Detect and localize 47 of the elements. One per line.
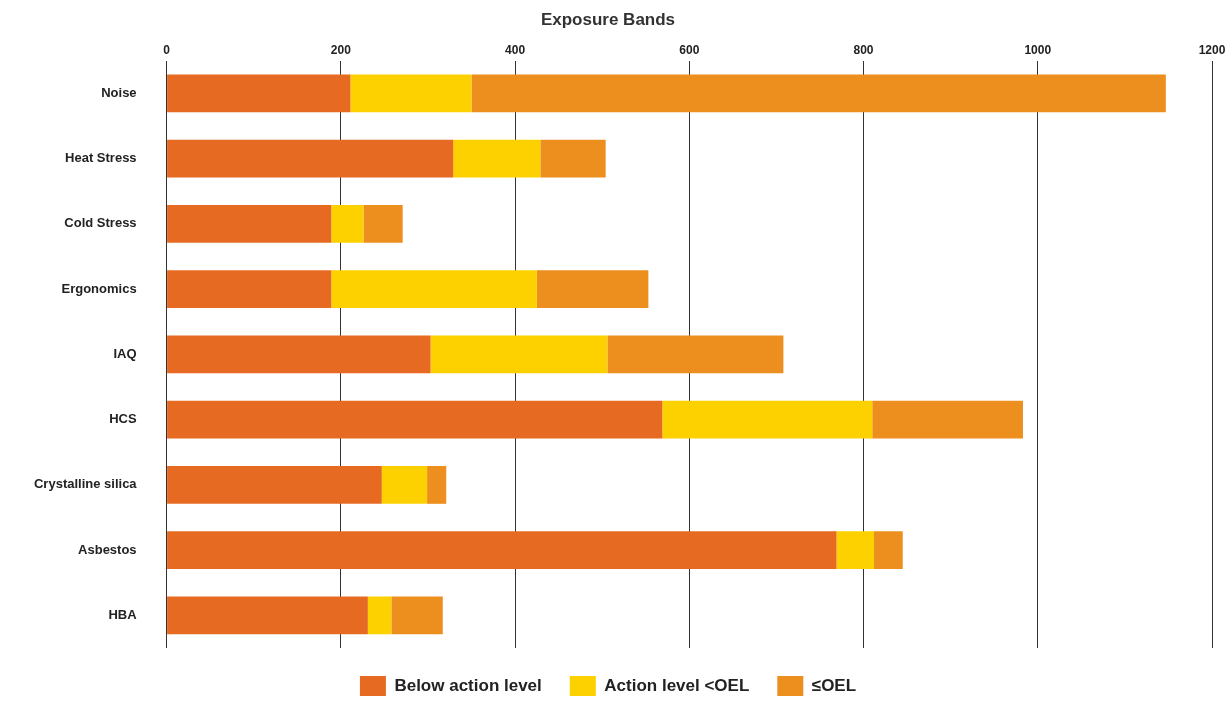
y-tick-label: Cold Stress — [64, 215, 137, 231]
legend-label: Action level <OEL — [604, 675, 750, 695]
bar — [363, 204, 403, 243]
chart-title: Exposure Bands — [540, 9, 676, 29]
y-tick-label: IAQ — [113, 345, 137, 361]
bar — [367, 596, 392, 635]
bar — [873, 531, 903, 570]
bar — [607, 335, 784, 374]
y-tick-label: Asbestos — [78, 541, 137, 557]
y-tick-label: Ergonomics — [61, 280, 137, 296]
y-tick-label: HBA — [108, 606, 138, 622]
x-tick-label: 200 — [330, 42, 352, 57]
bar — [167, 531, 837, 570]
bar — [331, 204, 364, 243]
bar — [167, 400, 663, 439]
bar — [167, 465, 382, 504]
x-tick-label: 0 — [163, 42, 171, 57]
bar — [662, 400, 873, 439]
bar — [331, 270, 537, 309]
y-tick-label: Crystalline silica — [33, 476, 138, 492]
y-tick-label: HCS — [109, 411, 137, 427]
x-tick-label: 600 — [679, 42, 700, 57]
bar — [167, 204, 332, 243]
bar — [350, 74, 472, 113]
bar — [427, 465, 447, 504]
legend-label: ≤OEL — [811, 675, 857, 695]
bar — [430, 335, 608, 374]
y-tick-label: Heat Stress — [65, 150, 137, 166]
bar — [167, 596, 368, 635]
bar — [872, 400, 1023, 439]
bar — [391, 596, 443, 635]
bar — [471, 74, 1166, 113]
bar — [540, 139, 606, 178]
y-tick-label: Noise — [101, 85, 137, 100]
x-tick-label: 1000 — [1024, 42, 1052, 57]
bar — [167, 270, 332, 309]
x-tick-label: 400 — [505, 42, 526, 57]
bar — [167, 74, 351, 113]
bar — [836, 531, 874, 570]
bar — [167, 335, 431, 374]
bar — [453, 139, 541, 178]
bar — [536, 270, 649, 309]
bar — [167, 139, 454, 178]
x-tick-label: 800 — [853, 42, 874, 57]
bar — [381, 465, 428, 504]
x-tick-label: 1200 — [1198, 42, 1226, 57]
legend-label: Below action level — [394, 675, 542, 695]
